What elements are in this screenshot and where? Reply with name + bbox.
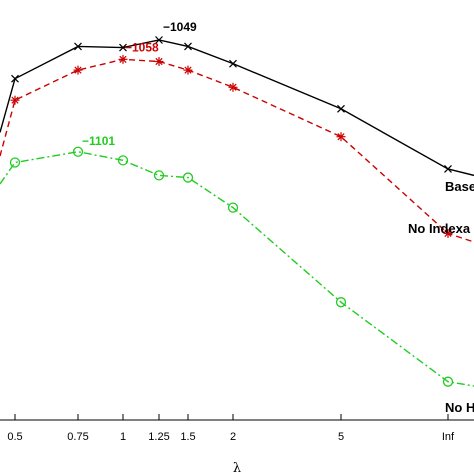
data-label: −1049 — [163, 20, 197, 34]
data-point — [117, 155, 129, 166]
marker-stroke — [155, 57, 163, 66]
data-point — [72, 146, 84, 157]
data-point — [155, 36, 163, 44]
data-point — [443, 228, 453, 238]
x-tick-label: Inf — [442, 431, 455, 443]
data-point — [153, 170, 165, 181]
data-point — [336, 132, 346, 142]
data-point — [118, 54, 128, 64]
marker-stroke — [337, 133, 345, 141]
series-line-2 — [0, 151, 474, 387]
marker-stroke — [11, 74, 19, 83]
data-point — [9, 157, 21, 168]
marker-stroke — [184, 66, 192, 74]
data-point — [227, 202, 239, 213]
data-point — [335, 297, 347, 308]
series-label-2: No H — [445, 400, 474, 415]
x-ticks: 0.5 0.75 1 1.25 1.5 2 5 Inf — [7, 414, 455, 443]
data-point — [11, 74, 19, 83]
marker-stroke — [119, 43, 127, 52]
marker-stroke — [229, 83, 237, 91]
x-tick-label: 5 — [338, 431, 344, 443]
data-point — [73, 65, 83, 75]
data-point — [228, 82, 238, 92]
data-point — [442, 376, 454, 387]
data-label: −1101 — [82, 134, 115, 148]
marker-stroke — [337, 104, 345, 113]
x-tick-label: 1 — [120, 431, 126, 443]
series-label-0: Base — [445, 179, 474, 194]
marker-stroke — [444, 229, 452, 238]
series-layer — [0, 36, 474, 387]
data-label: −1058 — [125, 40, 159, 54]
marker-stroke — [74, 66, 82, 74]
series-labels: Base No Indexa No H — [408, 179, 474, 415]
data-point — [183, 65, 193, 75]
series-label-1: No Indexa — [408, 221, 471, 236]
data-point — [444, 165, 452, 173]
marker-stroke — [11, 96, 19, 104]
data-point — [184, 42, 192, 51]
x-tick-label: 2 — [230, 431, 236, 443]
x-tick-label: 0.75 — [67, 431, 88, 443]
x-tick-label: 1.5 — [180, 431, 195, 443]
data-point — [74, 42, 82, 51]
annotations: −1049 −1058 −1101 — [82, 20, 197, 148]
data-point — [10, 95, 20, 105]
series-line-0 — [0, 39, 474, 177]
marker-stroke — [184, 42, 192, 51]
data-point — [154, 56, 164, 66]
marker-stroke — [74, 42, 82, 51]
data-point — [119, 43, 127, 52]
data-point — [337, 104, 345, 113]
marker-stroke — [444, 165, 452, 173]
marker-stroke — [155, 36, 163, 44]
series-line-1 — [0, 58, 474, 243]
x-tick-label: 1.25 — [148, 431, 169, 443]
data-point — [229, 59, 237, 68]
x-axis-label: λ — [233, 461, 241, 474]
marker-stroke — [229, 59, 237, 68]
marker-stroke — [119, 55, 127, 63]
data-point — [182, 172, 194, 183]
x-tick-label: 0.5 — [7, 431, 22, 443]
